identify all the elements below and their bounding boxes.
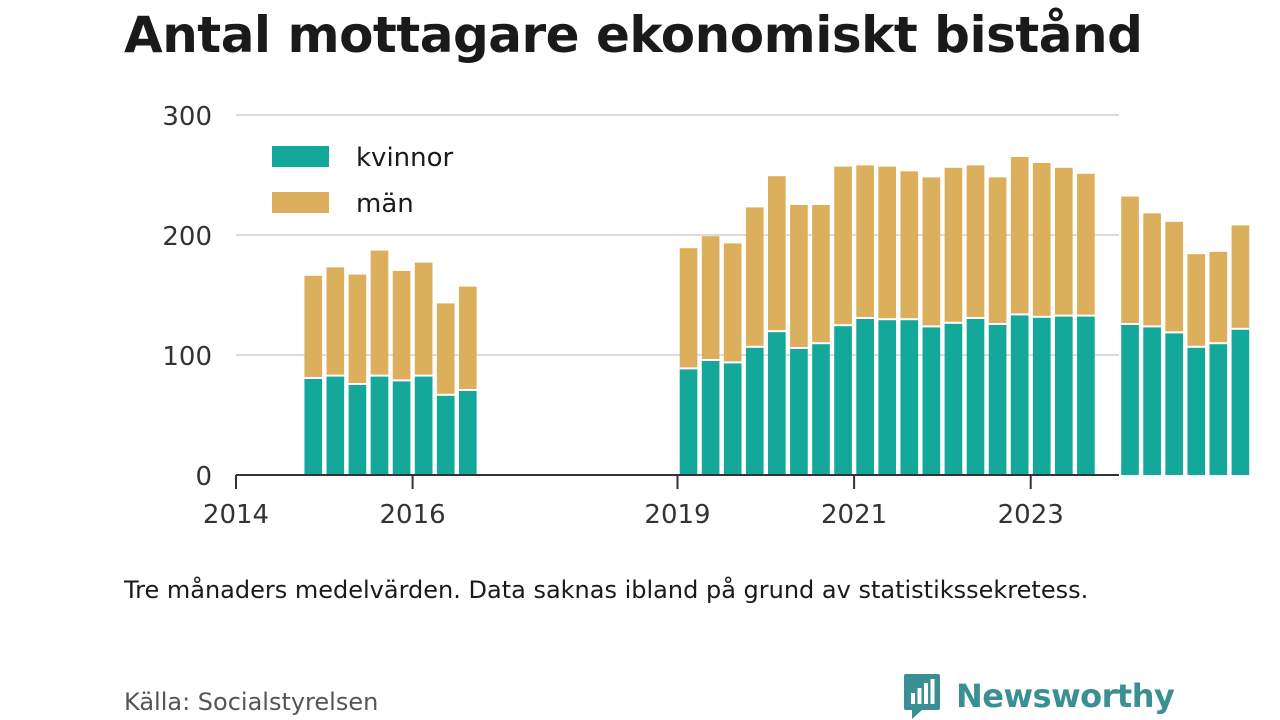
chart-title: Antal mottagare ekonomiskt bistånd: [124, 6, 1143, 64]
bar-kvinnor: [1010, 315, 1029, 475]
x-tick-label: 2023: [998, 500, 1064, 530]
bar-kvinnor: [878, 320, 897, 475]
bar-man: [304, 275, 323, 377]
bar-kvinnor: [304, 379, 323, 475]
brand-name: Newsworthy: [956, 677, 1175, 715]
bar-man: [679, 248, 698, 368]
bar-kvinnor: [834, 326, 852, 475]
bar-man: [348, 274, 367, 383]
bar-man: [370, 250, 389, 375]
bar-man: [1143, 213, 1161, 326]
bar-man: [723, 243, 742, 362]
newsworthy-brand: Newsworthy: [902, 672, 1175, 720]
bar-kvinnor: [701, 361, 720, 475]
bar-man: [790, 205, 808, 347]
bar-kvinnor: [1187, 347, 1206, 475]
bar-kvinnor: [966, 319, 985, 475]
bar-man: [392, 271, 411, 380]
bar-kvinnor: [414, 376, 433, 475]
bar-man: [1121, 196, 1139, 323]
stacked-bar-chart: 0 100 200 300 2014 2016 2019 2021 2023 kvinnor män: [162, 102, 1250, 530]
bar-man: [834, 166, 852, 325]
bar-kvinnor: [1165, 333, 1184, 475]
y-tick-label: 100: [162, 342, 212, 372]
bar-man: [458, 286, 477, 389]
bar-man: [745, 207, 764, 346]
bar-man: [966, 165, 985, 317]
bar-man: [1209, 251, 1228, 343]
bar-kvinnor: [922, 327, 941, 475]
bar-kvinnor: [326, 376, 345, 475]
bar-kvinnor: [900, 320, 919, 475]
y-tick-label: 300: [162, 102, 212, 132]
bar-kvinnor: [348, 385, 367, 475]
bar-man: [812, 205, 830, 343]
bar-kvinnor: [745, 347, 764, 475]
bar-man: [436, 303, 455, 394]
bar-man: [768, 176, 786, 331]
bar-kvinnor: [1054, 316, 1073, 475]
bar-man: [944, 167, 963, 322]
bar-kvinnor: [679, 369, 698, 475]
bar-man: [1231, 225, 1250, 328]
newsworthy-logo-icon: [904, 674, 940, 719]
x-tick-label: 2021: [821, 500, 887, 530]
bar-kvinnor: [790, 349, 808, 475]
bar-kvinnor: [944, 323, 963, 475]
bar-man: [414, 262, 433, 375]
x-tick-label: 2019: [644, 500, 710, 530]
bar-man: [1010, 157, 1029, 314]
y-tick-label: 0: [195, 462, 212, 492]
bar-man: [1032, 163, 1051, 316]
bar-kvinnor: [1121, 325, 1139, 475]
bar-man: [1165, 221, 1184, 332]
bar-kvinnor: [856, 319, 874, 475]
bar-kvinnor: [723, 363, 742, 475]
bar-kvinnor: [1231, 329, 1250, 475]
bar-man: [856, 165, 874, 317]
bar-kvinnor: [436, 395, 455, 475]
bar-man: [900, 171, 919, 319]
x-tick-label: 2014: [203, 500, 269, 530]
bar-kvinnor: [458, 391, 477, 475]
bar-kvinnor: [1143, 327, 1161, 475]
legend-label: kvinnor: [356, 143, 454, 173]
bar-kvinnor: [370, 376, 389, 475]
x-tick-label: 2016: [380, 500, 446, 530]
source-label: Källa: Socialstyrelsen: [124, 688, 379, 716]
bar-kvinnor: [1077, 316, 1095, 475]
bar-man: [922, 177, 941, 326]
legend-swatch: [272, 192, 329, 213]
bar-kvinnor: [988, 325, 1007, 475]
chart-note: Tre månaders medelvärden. Data saknas ib…: [124, 576, 1089, 604]
bar-kvinnor: [812, 344, 830, 475]
legend-swatch: [272, 146, 329, 167]
bar-man: [326, 267, 345, 375]
bar-man: [1187, 254, 1206, 346]
bar-kvinnor: [768, 332, 786, 475]
bar-kvinnor: [392, 381, 411, 475]
bar-man: [878, 166, 897, 319]
bar-kvinnor: [1032, 317, 1051, 475]
bar-man: [988, 177, 1007, 323]
legend-label: män: [356, 189, 414, 219]
bar-man: [1054, 167, 1073, 315]
bar-kvinnor: [1209, 344, 1228, 475]
y-tick-label: 200: [162, 222, 212, 252]
bar-man: [1077, 173, 1095, 315]
bar-man: [701, 236, 720, 359]
